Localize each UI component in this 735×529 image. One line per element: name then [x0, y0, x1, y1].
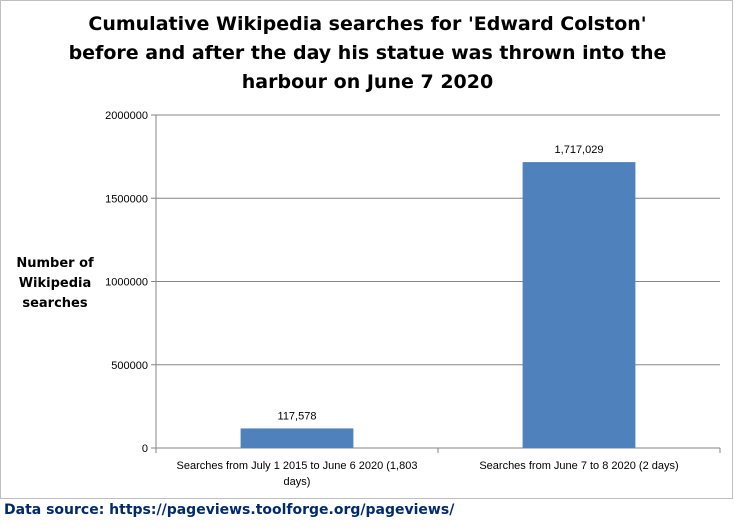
data-source-footer: Data source: https://pageviews.toolforge…	[4, 502, 455, 518]
chart-title: Cumulative Wikipedia searches for 'Edwar…	[0, 10, 735, 97]
y-tick-label: 500000	[111, 360, 148, 372]
x-category-label: days)	[284, 476, 311, 488]
y-axis-label: Number of Wikipedia searches	[6, 254, 104, 314]
y-tick-label: 1000000	[105, 277, 148, 289]
data-label: 117,578	[278, 410, 317, 422]
x-category-label: Searches from July 1 2015 to June 6 2020…	[177, 460, 418, 472]
data-label: 1,717,029	[555, 144, 604, 156]
x-category-label: Searches from June 7 to 8 2020 (2 days)	[479, 460, 678, 472]
chart-title-line-1: Cumulative Wikipedia searches for 'Edwar…	[88, 13, 647, 35]
chart-title-line-3: harbour on June 7 2020	[241, 71, 494, 93]
y-axis-label-line-3: searches	[22, 296, 88, 311]
y-axis-label-line-2: Wikipedia	[18, 276, 92, 291]
chart-title-line-2: before and after the day his statue was …	[68, 42, 667, 64]
y-tick-label: 0	[142, 443, 148, 455]
bar	[522, 162, 636, 448]
bar	[240, 428, 354, 448]
y-tick-label: 1500000	[105, 193, 148, 205]
y-tick-label: 2000000	[105, 110, 148, 122]
y-axis-label-line-1: Number of	[16, 256, 94, 271]
